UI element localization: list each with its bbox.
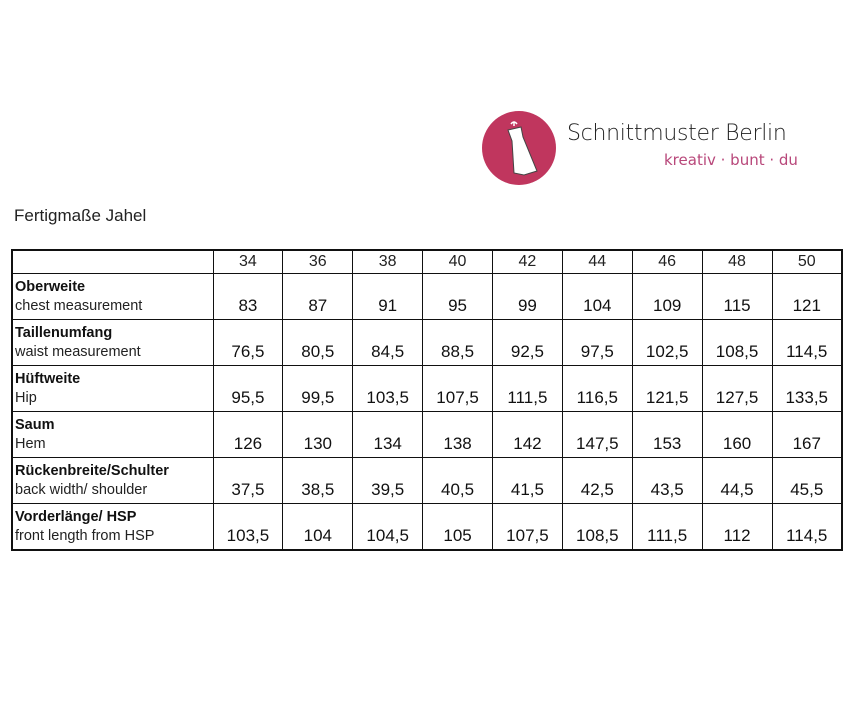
label-en: back width/ shoulder <box>15 482 148 498</box>
value-cell: 42,5 <box>561 457 633 504</box>
value-cell: 121,5 <box>631 365 703 412</box>
value-cell: 107,5 <box>492 503 563 551</box>
label-de: Hüftweite <box>15 371 81 387</box>
label-de: Vorderlänge/ HSP <box>15 509 137 525</box>
table-row: Saum Hem 126 130 134 138 142 147,5 153 160 167 <box>11 411 843 458</box>
value-cell: 95 <box>422 273 493 320</box>
label-en: Hem <box>15 436 46 452</box>
value-cell: 107,5 <box>422 365 493 412</box>
brand-tagline: kreativ · bunt · du <box>664 151 798 169</box>
value-cell: 95,5 <box>212 365 284 412</box>
value-cell: 39,5 <box>352 457 424 504</box>
label-de: Rückenbreite/Schulter <box>15 463 169 479</box>
value-cell: 40,5 <box>422 457 493 504</box>
value-cell: 112 <box>701 503 773 551</box>
size-header: 48 <box>701 249 773 274</box>
value-cell: 83 <box>212 273 284 320</box>
size-header: 44 <box>561 249 633 274</box>
size-header: 38 <box>352 249 424 274</box>
size-header: 36 <box>282 249 354 274</box>
value-cell: 45,5 <box>771 457 843 504</box>
value-cell: 142 <box>492 411 563 458</box>
logo-dress-icon <box>482 111 556 185</box>
value-cell: 38,5 <box>282 457 354 504</box>
value-cell: 109 <box>631 273 703 320</box>
size-header: 40 <box>422 249 493 274</box>
value-cell: 116,5 <box>561 365 633 412</box>
value-cell: 111,5 <box>631 503 703 551</box>
size-header: 46 <box>631 249 703 274</box>
row-label: Rückenbreite/Schulter back width/ shoulde… <box>11 457 214 504</box>
value-cell: 153 <box>631 411 703 458</box>
brand-name: Schnittmuster Berlin <box>567 121 787 146</box>
label-de: Taillenumfang <box>15 325 113 341</box>
size-header: 42 <box>492 249 563 274</box>
label-en: front length from HSP <box>15 528 155 544</box>
value-cell: 111,5 <box>492 365 563 412</box>
value-cell: 115 <box>701 273 773 320</box>
header-row: 34 36 38 40 42 44 46 48 50 <box>11 249 843 274</box>
value-cell: 147,5 <box>561 411 633 458</box>
value-cell: 133,5 <box>771 365 843 412</box>
value-cell: 91 <box>352 273 424 320</box>
label-de: Saum <box>15 417 55 433</box>
corner-cell <box>11 249 214 274</box>
value-cell: 138 <box>422 411 493 458</box>
value-cell: 43,5 <box>631 457 703 504</box>
value-cell: 130 <box>282 411 354 458</box>
row-label: Hüftweite Hip <box>11 365 214 412</box>
value-cell: 103,5 <box>212 503 284 551</box>
value-cell: 80,5 <box>282 319 354 366</box>
value-cell: 108,5 <box>561 503 633 551</box>
value-cell: 160 <box>701 411 773 458</box>
value-cell: 103,5 <box>352 365 424 412</box>
value-cell: 126 <box>212 411 284 458</box>
label-de: Oberweite <box>15 279 86 295</box>
value-cell: 99,5 <box>282 365 354 412</box>
value-cell: 87 <box>282 273 354 320</box>
row-label: Taillenumfang waist measurement <box>11 319 214 366</box>
value-cell: 92,5 <box>492 319 563 366</box>
value-cell: 104,5 <box>352 503 424 551</box>
value-cell: 84,5 <box>352 319 424 366</box>
label-en: waist measurement <box>15 344 141 360</box>
page-title: Fertigmaße Jahel <box>14 206 147 225</box>
value-cell: 102,5 <box>631 319 703 366</box>
row-label: Saum Hem <box>11 411 214 458</box>
row-label: Vorderlänge/ HSP front length from HSP <box>11 503 214 551</box>
row-label: Oberweite chest measurement <box>11 273 214 320</box>
value-cell: 105 <box>422 503 493 551</box>
value-cell: 167 <box>771 411 843 458</box>
table-row: Hüftweite Hip 95,5 99,5 103,5 107,5 111,5 116,5… <box>11 365 843 412</box>
value-cell: 97,5 <box>561 319 633 366</box>
value-cell: 104 <box>561 273 633 320</box>
value-cell: 127,5 <box>701 365 773 412</box>
value-cell: 114,5 <box>771 319 843 366</box>
value-cell: 104 <box>282 503 354 551</box>
value-cell: 44,5 <box>701 457 773 504</box>
value-cell: 99 <box>492 273 563 320</box>
table-row: Oberweite chest measurement 83 87 91 95 99 104 1… <box>11 273 843 320</box>
size-table: 34 36 38 40 42 44 46 48 50 Oberweite chest measure… <box>11 249 843 551</box>
table-row: Rückenbreite/Schulter back width/ shoulde… <box>11 457 843 504</box>
label-en: Hip <box>15 390 37 406</box>
table-row: Taillenumfang waist measurement 76,5 80,5 84… <box>11 319 843 366</box>
size-header: 34 <box>212 249 284 274</box>
value-cell: 37,5 <box>212 457 284 504</box>
table-row: Vorderlänge/ HSP front length from HSP 103… <box>11 503 843 551</box>
value-cell: 114,5 <box>771 503 843 551</box>
value-cell: 76,5 <box>212 319 284 366</box>
value-cell: 134 <box>352 411 424 458</box>
value-cell: 88,5 <box>422 319 493 366</box>
label-en: chest measurement <box>15 298 143 314</box>
value-cell: 121 <box>771 273 843 320</box>
value-cell: 108,5 <box>701 319 773 366</box>
size-header: 50 <box>771 249 843 274</box>
value-cell: 41,5 <box>492 457 563 504</box>
